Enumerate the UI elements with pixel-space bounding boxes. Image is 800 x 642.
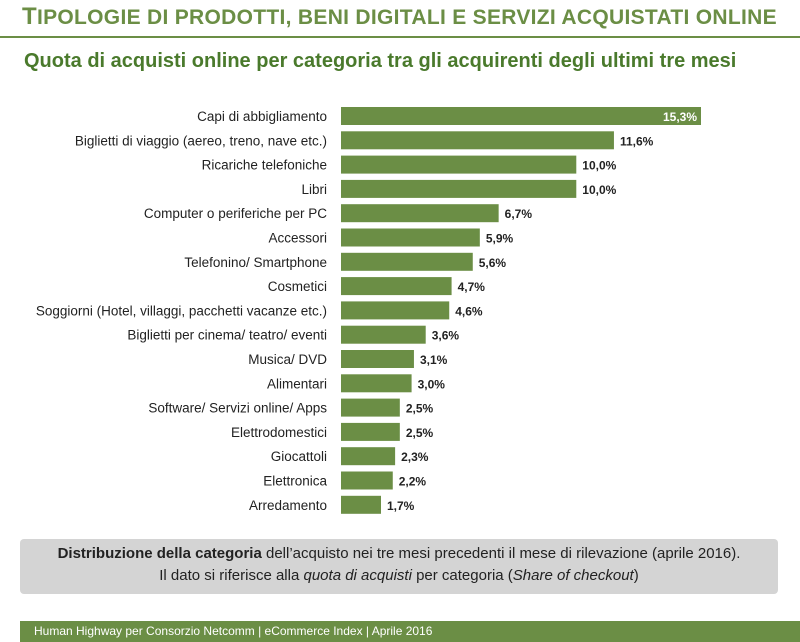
category-label: Software/ Servizi online/ Apps: [148, 401, 327, 416]
value-label: 15,3%: [663, 110, 697, 124]
bar: [341, 447, 396, 466]
value-label: 11,6%: [620, 134, 654, 148]
value-label: 3,1%: [420, 353, 448, 367]
category-label: Soggiorni (Hotel, villaggi, pacchetti va…: [36, 303, 327, 318]
bar: [341, 398, 400, 417]
value-label: 3,6%: [432, 329, 460, 343]
note-line-2-italic-1: quota di acquisti: [303, 567, 412, 584]
footer-bar: Human Highway per Consorzio Netcomm | eC…: [20, 621, 800, 642]
category-label: Biglietti per cinema/ teatro/ eventi: [127, 328, 327, 343]
value-label: 5,6%: [479, 256, 507, 270]
bar: [341, 277, 452, 296]
category-label: Computer o periferiche per PC: [144, 206, 327, 221]
note-line-1: Distribuzione della categoria dell’acqui…: [20, 543, 778, 565]
value-label: 1,7%: [387, 499, 415, 513]
category-label: Biglietti di viaggio (aereo, treno, nave…: [75, 133, 327, 148]
header-divider: [0, 36, 800, 38]
note-box: Distribuzione della categoria dell’acqui…: [20, 539, 778, 594]
bar: [341, 301, 450, 320]
bar: [341, 471, 393, 490]
category-label: Accessori: [268, 231, 327, 246]
category-label: Libri: [301, 182, 327, 197]
note-line-2-c: per categoria (: [411, 567, 513, 584]
category-label: Telefonino/ Smartphone: [184, 255, 327, 270]
category-label: Ricariche telefoniche: [202, 158, 327, 173]
category-label: Capi di abbigliamento: [197, 109, 327, 124]
category-label: Arredamento: [249, 498, 327, 513]
value-label: 2,2%: [399, 475, 427, 489]
value-label: 4,7%: [458, 280, 486, 294]
value-label: 2,5%: [406, 426, 434, 440]
bar: [341, 495, 381, 514]
note-line-2-a: Il dato si riferisce alla: [159, 567, 304, 584]
bar: [341, 155, 577, 174]
note-line-2-e: ): [633, 567, 639, 584]
category-label: Alimentari: [267, 376, 327, 391]
note-line-2-italic-2: Share of checkout: [512, 567, 634, 584]
value-label: 2,5%: [406, 402, 434, 416]
category-label: Giocattoli: [271, 449, 327, 464]
bar: [341, 204, 499, 223]
bar: [341, 228, 480, 247]
value-label: 3,0%: [418, 377, 446, 391]
category-label: Musica/ DVD: [248, 352, 327, 367]
value-label: 2,3%: [401, 450, 429, 464]
bar: [341, 131, 614, 150]
category-label: Cosmetici: [268, 279, 327, 294]
bar: [341, 325, 426, 344]
note-line-2: Il dato si riferisce alla quota di acqui…: [20, 565, 778, 587]
value-label: 10,0%: [582, 159, 616, 173]
value-label: 10,0%: [582, 183, 616, 197]
bar: [341, 252, 473, 271]
bar: [341, 422, 400, 441]
note-line-1-rest: dell’acquisto nei tre mesi precedenti il…: [261, 545, 741, 562]
category-label: Elettrodomestici: [231, 425, 327, 440]
page-title-rest: IPOLOGIE DI PRODOTTI, BENI DIGITALI E SE…: [36, 6, 777, 29]
value-label: 5,9%: [486, 232, 514, 246]
value-label: 6,7%: [505, 207, 533, 221]
bar: [341, 374, 412, 393]
category-label: Elettronica: [263, 474, 327, 489]
bar: [341, 107, 701, 125]
bar: [341, 179, 577, 198]
value-label: 4,6%: [455, 304, 483, 318]
bar-chart: Capi di abbigliamento 15,3% Biglietti di v…: [36, 107, 701, 514]
bars-layer: Capi di abbigliamento 15,3% Biglietti di v…: [36, 107, 701, 514]
bar: [341, 350, 414, 368]
page-title-initial: T: [22, 3, 37, 30]
chart-subtitle: Quota di acquisti online per categoria t…: [24, 50, 737, 72]
page-title: TIPOLOGIE DI PRODOTTI, BENI DIGITALI E S…: [22, 3, 777, 31]
note-line-1-bold: Distribuzione della categoria: [57, 545, 262, 562]
